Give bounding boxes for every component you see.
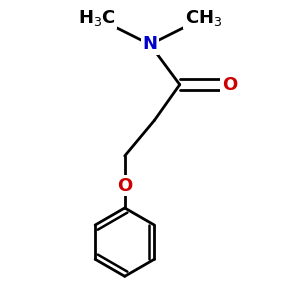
Text: N: N	[142, 35, 158, 53]
Text: O: O	[222, 76, 237, 94]
Text: O: O	[117, 177, 132, 195]
Text: H$_3$C: H$_3$C	[78, 8, 116, 28]
Text: CH$_3$: CH$_3$	[185, 8, 222, 28]
